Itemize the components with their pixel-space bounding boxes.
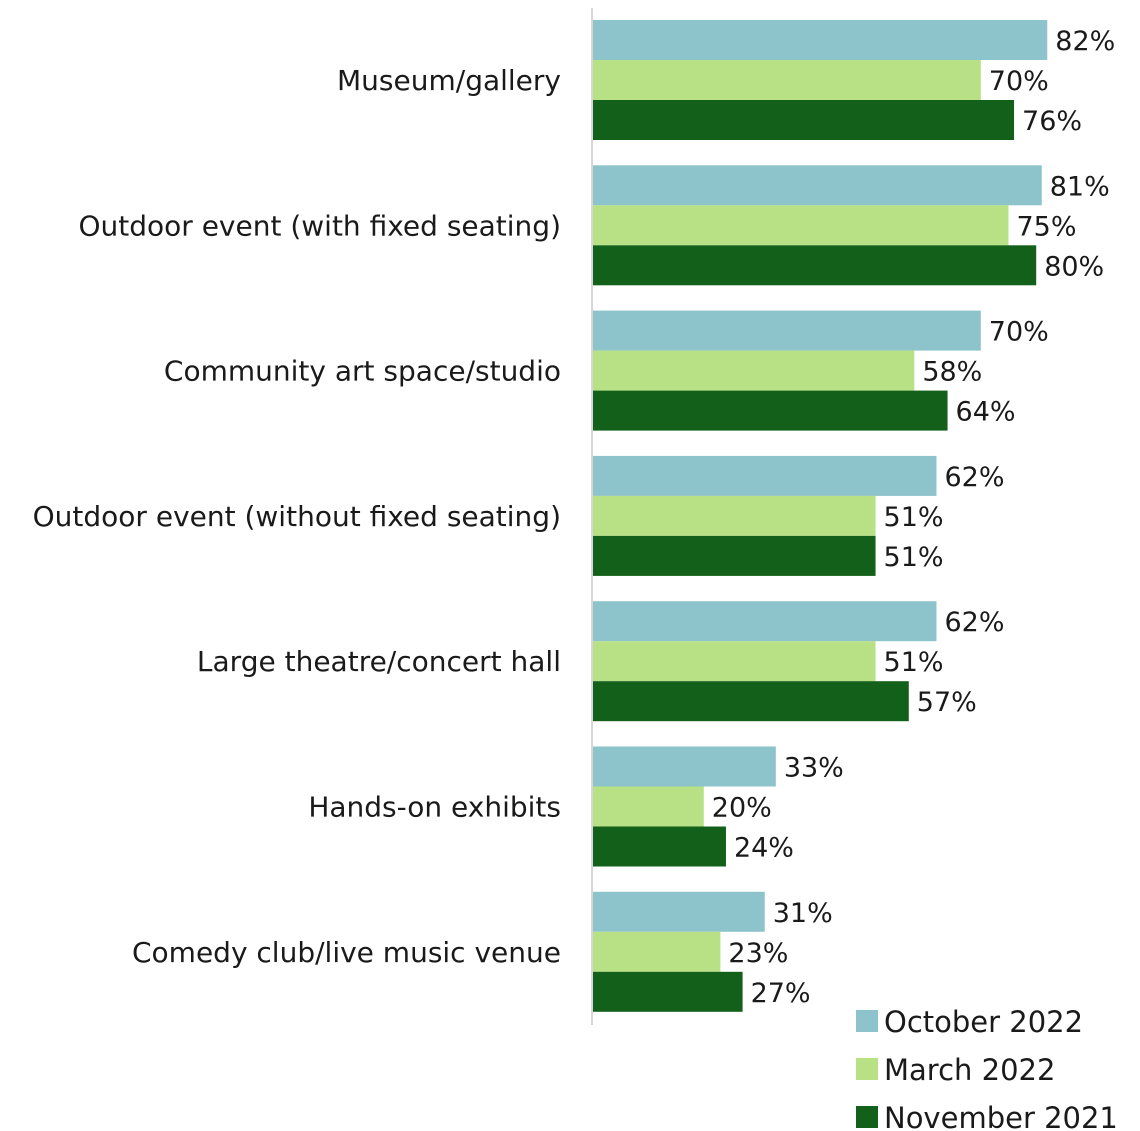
bar-hands-on-exhibits-october-2022 xyxy=(593,746,776,787)
bar-outdoor-event-without-fixed-seating-october-2022 xyxy=(593,455,937,496)
bar-outdoor-event-with-fixed-seating-october-2022 xyxy=(593,165,1042,206)
legend-swatch-november-2021 xyxy=(856,1106,878,1128)
bar-community-art-space-studio-october-2022 xyxy=(593,310,981,351)
value-label-outdoor-event-with-fixed-seating-march-2022: 75% xyxy=(1017,211,1077,242)
bar-hands-on-exhibits-november-2021 xyxy=(593,826,726,867)
value-label-outdoor-event-with-fixed-seating-october-2022: 81% xyxy=(1050,171,1110,202)
value-label-museum-gallery-october-2022: 82% xyxy=(1055,26,1115,57)
bar-large-theatre-concert-hall-november-2021 xyxy=(593,681,909,722)
bar-outdoor-event-with-fixed-seating-november-2021 xyxy=(593,245,1037,286)
value-label-community-art-space-studio-march-2022: 58% xyxy=(922,357,982,388)
value-label-community-art-space-studio-october-2022: 70% xyxy=(989,317,1049,348)
value-label-museum-gallery-march-2022: 70% xyxy=(989,66,1049,97)
legend-swatch-october-2022 xyxy=(856,1010,878,1032)
bar-museum-gallery-november-2021 xyxy=(593,100,1015,140)
value-label-comedy-club-live-music-venue-november-2021: 27% xyxy=(751,978,811,1009)
legend-label-march-2022: March 2022 xyxy=(884,1053,1055,1087)
legend-label-november-2021: November 2021 xyxy=(884,1101,1118,1131)
value-label-large-theatre-concert-hall-march-2022: 51% xyxy=(884,647,944,678)
bar-comedy-club-live-music-venue-november-2021 xyxy=(593,971,743,1012)
value-label-hands-on-exhibits-march-2022: 20% xyxy=(712,793,772,824)
value-label-comedy-club-live-music-venue-march-2022: 23% xyxy=(728,938,788,969)
category-label-large-theatre-concert-hall: Large theatre/concert hall xyxy=(197,645,561,678)
bar-museum-gallery-october-2022 xyxy=(593,20,1048,60)
legend-label-october-2022: October 2022 xyxy=(884,1005,1083,1039)
value-label-outdoor-event-with-fixed-seating-november-2021: 80% xyxy=(1044,251,1104,282)
bar-hands-on-exhibits-march-2022 xyxy=(593,786,704,827)
bar-museum-gallery-march-2022 xyxy=(593,60,981,100)
category-label-outdoor-event-with-fixed-seating: Outdoor event (with fixed seating) xyxy=(78,209,561,242)
category-label-museum-gallery: Museum/gallery xyxy=(337,64,561,97)
value-label-large-theatre-concert-hall-october-2022: 62% xyxy=(944,607,1004,638)
value-label-hands-on-exhibits-october-2022: 33% xyxy=(784,753,844,784)
category-label-hands-on-exhibits: Hands-on exhibits xyxy=(308,791,561,824)
value-label-museum-gallery-november-2021: 76% xyxy=(1022,106,1082,137)
bar-community-art-space-studio-november-2021 xyxy=(593,390,948,431)
value-label-outdoor-event-without-fixed-seating-november-2021: 51% xyxy=(884,542,944,573)
category-label-outdoor-event-without-fixed-seating: Outdoor event (without fixed seating) xyxy=(33,500,561,533)
legend: October 2022 March 2022 November 2021 xyxy=(856,1005,1118,1131)
bar-community-art-space-studio-march-2022 xyxy=(593,350,915,391)
bar-large-theatre-concert-hall-october-2022 xyxy=(593,601,937,642)
value-label-outdoor-event-without-fixed-seating-march-2022: 51% xyxy=(884,502,944,533)
bar-large-theatre-concert-hall-march-2022 xyxy=(593,641,876,682)
value-label-outdoor-event-without-fixed-seating-october-2022: 62% xyxy=(944,462,1004,493)
bars xyxy=(593,20,1048,1012)
bar-outdoor-event-without-fixed-seating-march-2022 xyxy=(593,495,876,536)
value-label-community-art-space-studio-november-2021: 64% xyxy=(956,397,1016,428)
category-labels: Museum/gallery Outdoor event (with fixed … xyxy=(33,64,561,969)
value-label-comedy-club-live-music-venue-october-2022: 31% xyxy=(773,898,833,929)
value-labels: 82%70%76%81%75%80%70%58%64%62%51%51%62%5… xyxy=(712,26,1115,1009)
category-label-comedy-club-live-music-venue: Comedy club/live music venue xyxy=(132,936,561,969)
value-label-hands-on-exhibits-november-2021: 24% xyxy=(734,833,794,864)
category-label-community-art-space-studio: Community art space/studio xyxy=(164,355,561,388)
legend-swatch-march-2022 xyxy=(856,1058,878,1080)
value-label-large-theatre-concert-hall-november-2021: 57% xyxy=(917,687,977,718)
bar-comedy-club-live-music-venue-march-2022 xyxy=(593,931,721,972)
bar-outdoor-event-without-fixed-seating-november-2021 xyxy=(593,535,876,576)
bar-outdoor-event-with-fixed-seating-march-2022 xyxy=(593,205,1009,246)
bar-comedy-club-live-music-venue-october-2022 xyxy=(593,891,765,932)
